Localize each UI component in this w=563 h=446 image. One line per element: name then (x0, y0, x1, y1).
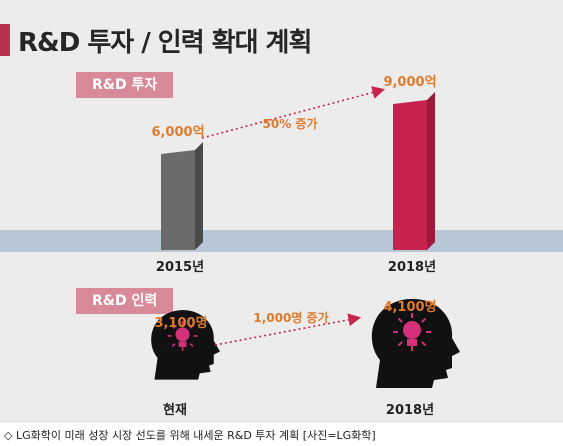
bar-value-label: 6,000억 (151, 125, 204, 140)
growth-annotation: 50% 증가 (263, 116, 318, 131)
bulb-glass (175, 327, 190, 342)
title-accent-bar (0, 24, 10, 56)
bulb-ray (421, 341, 427, 347)
personnel-category-label: 2018년 (386, 403, 434, 418)
personnel-growth-arrow (214, 313, 362, 346)
bar-side (427, 92, 435, 250)
title-block: R&D 투자 / 인력 확대 계획 (0, 22, 312, 58)
bulb-glass (403, 321, 421, 339)
bar-value-label: 9,000억 (383, 75, 436, 90)
personnel-category-label: 현재 (163, 402, 187, 418)
investment-chart: 6,000억 2015년 9,000억 2018년 50% 증가 (151, 75, 436, 275)
head-lightbulb-icon (371, 298, 460, 388)
photo-caption: ◇ LG화학이 미래 성장 시장 선도를 위해 내세운 R&D 투자 계획 [사… (4, 429, 376, 442)
bulb-ray (397, 317, 403, 323)
bar-category-label: 2018년 (388, 260, 436, 275)
head-lightbulb-icon (151, 310, 220, 380)
bulb-base (407, 339, 417, 346)
personnel-growth-annotation: 1,000명 증가 (253, 310, 328, 325)
personnel-value-label: 3,100명 (154, 315, 207, 331)
personnel-value-label: 4,100명 (383, 299, 436, 315)
section-tag-personnel: R&D 인력 (76, 288, 174, 314)
bulb-base (178, 341, 187, 347)
bulb-ray (189, 324, 194, 329)
infographic-panel: R&D 투자 / 인력 확대 계획 R&D 투자 R&D 인력 6,000억 20… (0, 0, 563, 423)
bar-1 (393, 100, 427, 250)
bar-category-label: 2015년 (156, 260, 204, 275)
page-title: R&D 투자 / 인력 확대 계획 (18, 27, 312, 58)
bulb-ray (171, 324, 176, 329)
bulb-ray (397, 341, 403, 347)
bar-side (195, 142, 203, 250)
bulb-ray (189, 343, 194, 347)
bulb-ray (421, 317, 427, 323)
bulb-ray (171, 343, 176, 347)
section-tag-investment: R&D 투자 (76, 72, 174, 98)
bar-0 (161, 150, 195, 250)
growth-arrow (201, 86, 386, 139)
